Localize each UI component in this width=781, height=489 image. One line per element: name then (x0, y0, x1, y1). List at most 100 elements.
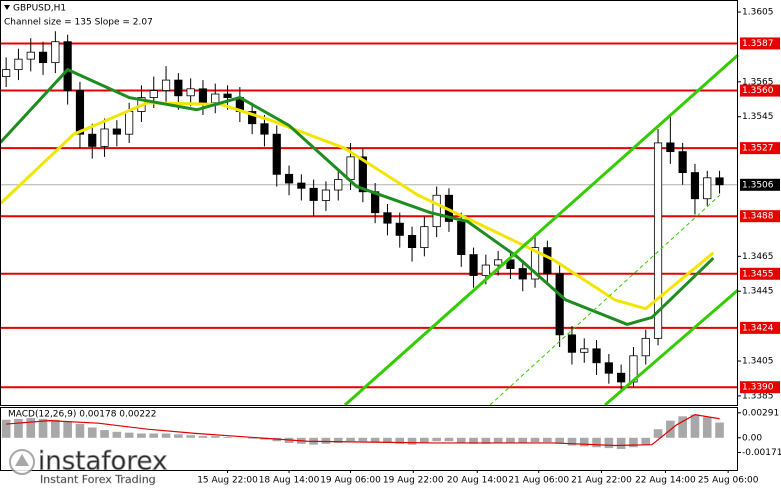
y-tick-label: 1.3445 (742, 287, 774, 297)
macd-bar (75, 424, 85, 438)
level-label-box (740, 210, 780, 223)
macd-bar (223, 436, 232, 438)
candle-body (272, 133, 281, 175)
candle-body (432, 194, 441, 228)
candle-body (604, 362, 613, 374)
macd-bar (383, 437, 392, 443)
macd-bar (321, 437, 331, 444)
macd-bar (137, 433, 146, 438)
macd-bar (407, 437, 417, 445)
level-label-box (740, 321, 780, 334)
macd-bar (1, 419, 11, 438)
level-label: 1.3390 (742, 383, 774, 393)
candle-body (592, 348, 601, 364)
macd-bar (715, 422, 724, 438)
channel-middle (489, 194, 721, 406)
channel-upper (344, 53, 739, 407)
y-tick-label: 1.3405 (742, 357, 774, 367)
macd-bar (616, 437, 626, 449)
candle-body (346, 156, 355, 180)
level-label: 1.3527 (742, 144, 774, 154)
macd-bar (530, 437, 540, 443)
watermark-logo-mark (15, 454, 29, 466)
x-tick-label: 21 Aug 06:00 (508, 476, 569, 486)
macd-y-tick-label: -0.00171 (742, 448, 781, 458)
x-tick-label: 19 Aug 22:00 (383, 476, 444, 486)
macd-bar (702, 417, 712, 438)
price-frame (0, 0, 738, 406)
candle-body (506, 259, 515, 269)
candle-body (653, 142, 663, 339)
macd-bar (444, 437, 454, 442)
chart-subtitle: Channel size = 135 Slope = 2.07 (4, 18, 153, 28)
candle-body (38, 51, 48, 64)
level-label-box (740, 142, 780, 155)
watermark: instaforex Instant Forex Trading (9, 446, 168, 486)
candle-body (211, 93, 220, 104)
candle-body (26, 51, 35, 60)
y-tick-label: 1.3565 (742, 77, 774, 87)
macd-bar (186, 435, 195, 438)
candle-body (174, 79, 183, 97)
macd-bar (247, 437, 257, 439)
macd-bar (161, 433, 171, 438)
candle-body (567, 334, 577, 353)
y-tick-label: 1.3385 (742, 391, 774, 401)
macd-bar (210, 436, 220, 438)
candle-body (14, 58, 23, 71)
candle-body (703, 177, 712, 200)
candle-body (543, 247, 552, 275)
channel-lower (604, 288, 739, 407)
candle-body (161, 79, 171, 91)
candle-body (223, 93, 232, 98)
x-tick-label: 21 Aug 22:00 (571, 476, 632, 486)
level-label-box (740, 84, 780, 97)
macd-bar (112, 431, 122, 438)
x-tick-label: 20 Aug 14:00 (447, 476, 508, 486)
candle-body (690, 172, 700, 200)
chart-title: GBPUSD,H1 (13, 4, 66, 14)
x-tick-label: 19 Aug 06:00 (320, 476, 381, 486)
macd-bar (579, 437, 589, 447)
macd-bar (678, 416, 687, 438)
macd-signal (6, 413, 720, 447)
macd-bar (38, 418, 48, 438)
candle-body (518, 268, 527, 280)
candle-body (75, 90, 85, 135)
moving-average (0, 101, 715, 311)
level-label: 1.3560 (742, 86, 774, 96)
macd-bar (506, 437, 515, 443)
candle-body (666, 142, 675, 153)
macd-bar (14, 418, 23, 438)
candle-body (457, 221, 466, 255)
candle-body (88, 133, 97, 147)
candle-body (2, 69, 11, 78)
candle-body (309, 187, 318, 201)
candle-body (530, 247, 540, 280)
level-label-box (740, 267, 780, 280)
macd-frame (0, 407, 738, 471)
macd-bar (87, 427, 97, 438)
candle-body (198, 88, 208, 104)
moving-average (0, 67, 715, 326)
candle-body (334, 179, 343, 191)
watermark-tagline: Instant Forex Trading (40, 473, 156, 486)
macd-bar (604, 437, 614, 449)
macd-bar (469, 437, 478, 444)
candle-body (617, 372, 626, 383)
macd-bar (51, 419, 60, 438)
x-tick-label: 15 Aug 22:00 (197, 476, 258, 486)
macd-bar (333, 437, 343, 443)
candle-body (494, 259, 503, 266)
y-tick-label: 1.3605 (742, 8, 774, 18)
candle-body (260, 123, 269, 135)
candle-body (149, 90, 158, 98)
candle-body (51, 41, 60, 64)
level-label: 1.3488 (742, 212, 774, 222)
candle-body (407, 234, 417, 249)
candle-body (715, 177, 724, 186)
candle-body (112, 128, 121, 135)
level-label: 1.3424 (742, 323, 774, 333)
macd-bar (481, 437, 491, 444)
